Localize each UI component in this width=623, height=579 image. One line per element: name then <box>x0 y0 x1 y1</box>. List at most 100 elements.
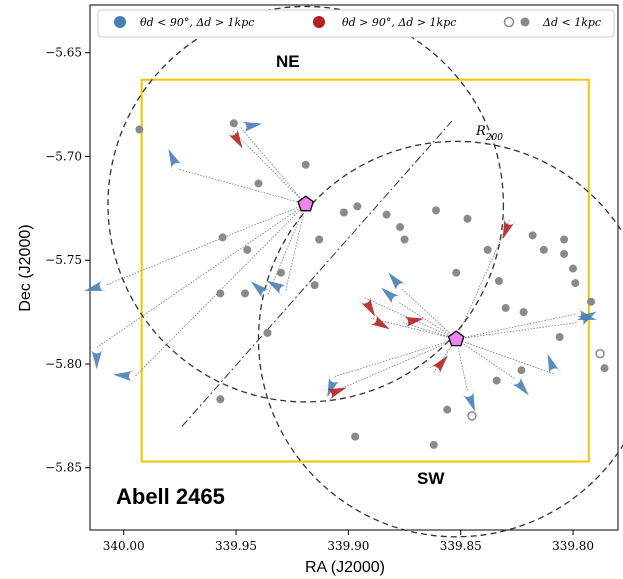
blue-member <box>266 280 289 297</box>
blue-member <box>510 374 529 396</box>
grey-point <box>216 395 225 404</box>
grey-point <box>443 405 452 414</box>
grey-point <box>432 206 441 215</box>
member-link <box>96 203 306 348</box>
grey-point <box>276 268 285 277</box>
grey-open-point <box>467 411 477 421</box>
x-tick-label: 339.95 <box>215 539 257 553</box>
member-link <box>397 301 457 340</box>
red-member <box>323 387 347 401</box>
member-link <box>231 129 306 205</box>
grey-point <box>396 223 405 232</box>
grey-point <box>301 160 310 169</box>
yellow-field-square <box>140 78 590 463</box>
plot-area <box>89 4 619 531</box>
grey-point <box>463 214 472 223</box>
legend-grey-label: Δd < 1kpc <box>542 16 601 29</box>
member-links <box>96 127 578 396</box>
axis-ticks: 340.00 339.95 339.90 339.85 339.80 −5.65 −5.70… <box>45 46 594 553</box>
legend-blue-marker <box>114 16 126 28</box>
grey-point <box>569 264 578 273</box>
blue-member <box>113 370 136 383</box>
grey-point <box>315 235 324 244</box>
grey-point <box>218 233 227 242</box>
x-axis-title: RA (J2000) <box>305 559 385 576</box>
member-link <box>370 317 457 340</box>
grey-point <box>243 245 252 254</box>
blue-member <box>574 311 597 328</box>
field-square <box>140 78 590 463</box>
legend-grey-open-marker <box>503 16 515 28</box>
blue-member <box>84 279 108 292</box>
member-link <box>456 338 556 375</box>
grey-point <box>494 276 503 285</box>
blue-member <box>388 272 407 294</box>
member-link <box>455 218 511 340</box>
y-tick-label: −5.80 <box>45 357 82 371</box>
x-tick-label: 340.00 <box>103 539 145 553</box>
y-tick-label: −5.70 <box>45 149 82 163</box>
grey-point <box>263 328 272 337</box>
member-link <box>267 204 307 296</box>
grey-point <box>135 125 144 134</box>
y-axis-title: Dec (J2000) <box>17 224 34 311</box>
y-tick-label: −5.85 <box>45 461 82 475</box>
center-pentagon-ne <box>297 195 315 212</box>
grey-point <box>587 297 596 306</box>
grey-point <box>483 245 492 254</box>
member-link <box>456 313 576 340</box>
grey-point <box>400 235 409 244</box>
member-link <box>456 322 578 340</box>
cluster-name: Abell 2465 <box>116 484 225 509</box>
grey-point <box>229 119 238 128</box>
grey-point <box>560 250 569 259</box>
x-tick-label: 339.85 <box>440 539 482 553</box>
r200-circle-ne <box>107 5 505 403</box>
r200-dashdot-line <box>181 120 453 427</box>
grey-point <box>492 376 501 385</box>
grey-point <box>452 268 461 277</box>
blue-member <box>380 287 402 307</box>
direction-markers <box>84 121 597 412</box>
r200-line <box>181 120 453 427</box>
grey-point <box>539 245 548 254</box>
grey-point <box>528 231 537 240</box>
grey-point <box>216 289 225 298</box>
legend-grey-filled-marker <box>520 17 530 27</box>
grey-point <box>519 308 528 317</box>
subcluster-centers <box>297 195 465 347</box>
x-tick-label: 339.80 <box>552 539 594 553</box>
grey-point <box>254 179 263 188</box>
x-tick-label: 339.90 <box>327 539 369 553</box>
grey-open-point <box>595 348 605 359</box>
y-tick-label: −5.65 <box>45 46 82 60</box>
grey-points <box>135 119 609 449</box>
member-link <box>402 288 457 340</box>
grey-point <box>560 235 569 244</box>
member-link <box>177 168 306 205</box>
center-pentagon-sw <box>447 330 465 347</box>
grey-point <box>382 210 391 219</box>
blue-member <box>461 388 475 412</box>
member-link <box>363 297 457 340</box>
red-member <box>367 313 390 330</box>
blue-member <box>250 281 272 301</box>
member-link <box>402 322 457 340</box>
red-member <box>429 355 448 377</box>
red-member <box>502 216 516 240</box>
grey-point <box>429 440 438 449</box>
red-member <box>358 294 376 317</box>
red-member <box>401 316 424 329</box>
grey-point <box>351 432 360 441</box>
grey-point <box>571 279 580 288</box>
grey-point <box>600 364 609 373</box>
grey-point <box>517 366 526 375</box>
legend-blue-label: θd < 90°, Δd > 1kpc <box>140 16 254 29</box>
r200-subscript: 200 <box>485 133 503 143</box>
member-link <box>334 338 457 377</box>
legend-red-label: θd > 90°, Δd > 1kpc <box>342 16 456 29</box>
grey-point <box>501 303 510 312</box>
legend: θd < 90°, Δd > 1kpc θd > 90°, Δd > 1kpc … <box>97 9 615 38</box>
sw-label: SW <box>417 469 445 488</box>
grey-point <box>339 208 348 217</box>
